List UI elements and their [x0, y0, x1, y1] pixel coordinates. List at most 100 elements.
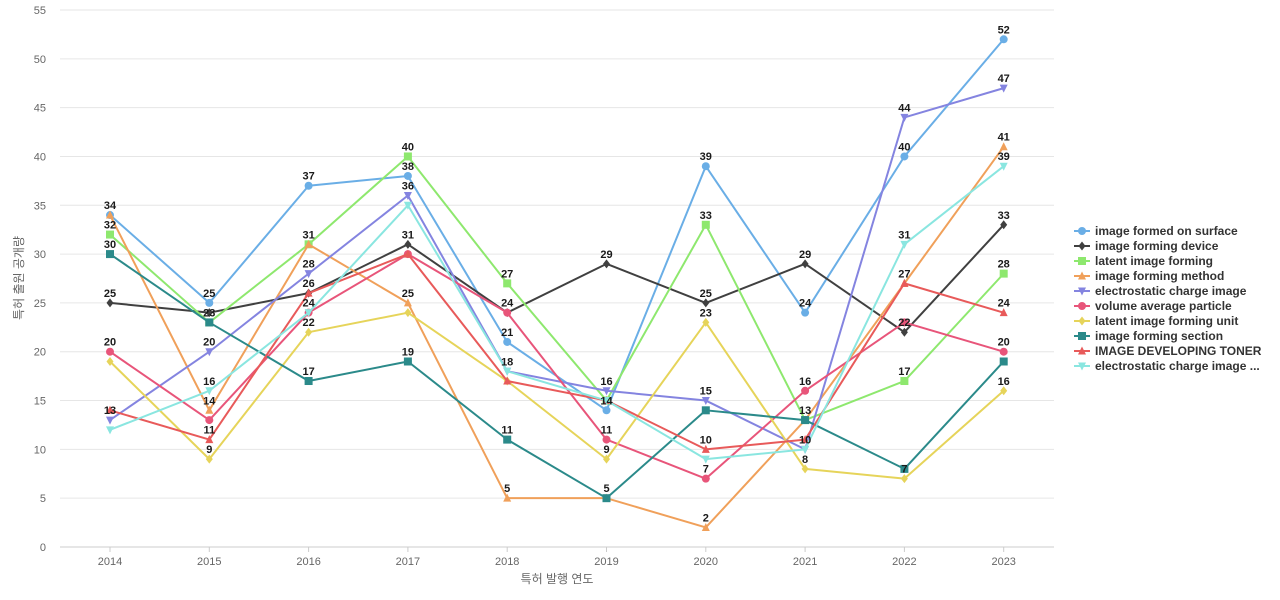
- series-line[interactable]: [109, 155, 1005, 422]
- data-point[interactable]: [701, 455, 710, 464]
- legend-item[interactable]: latent image forming unit: [1074, 314, 1238, 328]
- legend-item[interactable]: image forming section: [1074, 329, 1223, 343]
- data-point[interactable]: [603, 259, 610, 269]
- data-point[interactable]: [602, 435, 611, 444]
- data-point[interactable]: [999, 142, 1008, 151]
- data-point[interactable]: [900, 464, 909, 473]
- legend-item[interactable]: latent image forming: [1074, 254, 1213, 268]
- series-line[interactable]: [109, 165, 1005, 461]
- data-point[interactable]: [205, 298, 214, 307]
- data-point[interactable]: [503, 435, 512, 444]
- data-point[interactable]: [403, 357, 412, 366]
- data-point[interactable]: [900, 113, 909, 122]
- data-point[interactable]: [801, 435, 810, 444]
- data-point[interactable]: [205, 405, 214, 414]
- data-point[interactable]: [205, 416, 214, 425]
- data-point[interactable]: [602, 397, 611, 406]
- data-point[interactable]: [106, 405, 114, 414]
- data-point[interactable]: [304, 181, 313, 190]
- data-point[interactable]: [900, 278, 909, 287]
- data-point[interactable]: [900, 318, 909, 327]
- data-point[interactable]: [900, 240, 909, 249]
- data-point[interactable]: [900, 474, 908, 484]
- data-point[interactable]: [900, 327, 908, 337]
- data-point[interactable]: [602, 387, 611, 396]
- data-point[interactable]: [403, 201, 412, 210]
- data-point[interactable]: [106, 230, 114, 239]
- data-point[interactable]: [304, 288, 313, 297]
- legend-item[interactable]: IMAGE DEVELOPING TONER: [1074, 344, 1262, 358]
- data-point[interactable]: [701, 522, 710, 531]
- data-point[interactable]: [1000, 220, 1008, 230]
- data-point[interactable]: [304, 309, 313, 318]
- data-point[interactable]: [702, 317, 710, 327]
- data-point[interactable]: [999, 35, 1008, 44]
- legend-item[interactable]: image forming device: [1074, 239, 1219, 253]
- data-point[interactable]: [106, 347, 114, 356]
- data-point[interactable]: [701, 397, 710, 406]
- data-point[interactable]: [701, 474, 710, 483]
- data-point[interactable]: [503, 493, 512, 502]
- data-point[interactable]: [304, 239, 313, 248]
- data-point[interactable]: [404, 308, 412, 318]
- data-point[interactable]: [602, 494, 611, 503]
- data-point[interactable]: [503, 337, 512, 346]
- data-point[interactable]: [106, 210, 114, 219]
- data-point[interactable]: [999, 162, 1008, 171]
- data-point[interactable]: [801, 416, 810, 425]
- data-point[interactable]: [801, 308, 810, 317]
- data-point[interactable]: [602, 406, 611, 415]
- data-point[interactable]: [801, 386, 810, 395]
- data-point[interactable]: [999, 269, 1008, 278]
- data-point[interactable]: [305, 327, 313, 337]
- data-point[interactable]: [701, 406, 710, 415]
- data-point[interactable]: [702, 298, 710, 308]
- data-point[interactable]: [701, 162, 710, 171]
- data-point[interactable]: [403, 192, 412, 201]
- data-point[interactable]: [205, 435, 214, 444]
- data-point[interactable]: [106, 416, 114, 425]
- series-line[interactable]: [109, 253, 1004, 451]
- data-point[interactable]: [801, 464, 809, 474]
- data-point[interactable]: [106, 426, 114, 435]
- legend-item[interactable]: electrostatic charge image ...: [1074, 359, 1260, 373]
- data-point[interactable]: [205, 308, 213, 318]
- data-point[interactable]: [999, 308, 1008, 317]
- data-point[interactable]: [701, 220, 710, 229]
- data-point[interactable]: [999, 357, 1008, 366]
- data-point[interactable]: [403, 152, 412, 161]
- data-point[interactable]: [106, 298, 114, 308]
- data-point[interactable]: [603, 454, 610, 464]
- series-line[interactable]: [109, 224, 1005, 334]
- legend-item[interactable]: electrostatic charge image: [1074, 284, 1247, 298]
- data-point[interactable]: [999, 347, 1008, 356]
- series-line[interactable]: [109, 38, 1005, 412]
- series-line[interactable]: [109, 311, 1005, 480]
- data-point[interactable]: [999, 84, 1008, 93]
- data-point[interactable]: [403, 298, 412, 307]
- data-point[interactable]: [801, 445, 810, 454]
- data-point[interactable]: [503, 376, 512, 385]
- data-point[interactable]: [106, 356, 114, 366]
- series-line[interactable]: [109, 146, 1005, 529]
- data-point[interactable]: [503, 367, 512, 376]
- data-point[interactable]: [205, 348, 214, 357]
- data-point[interactable]: [403, 249, 412, 258]
- data-point[interactable]: [404, 239, 412, 249]
- data-point[interactable]: [900, 377, 909, 386]
- data-point[interactable]: [106, 250, 114, 259]
- data-point[interactable]: [1000, 386, 1008, 396]
- data-point[interactable]: [503, 279, 512, 288]
- data-point[interactable]: [503, 308, 512, 317]
- data-point[interactable]: [304, 270, 313, 279]
- legend-item[interactable]: volume average particle: [1074, 299, 1232, 313]
- legend-item[interactable]: image formed on surface: [1074, 224, 1238, 238]
- data-point[interactable]: [900, 152, 909, 161]
- legend-item[interactable]: image forming method: [1074, 269, 1224, 283]
- data-point[interactable]: [701, 444, 710, 453]
- series-line[interactable]: [109, 87, 1004, 451]
- data-point[interactable]: [205, 454, 213, 464]
- data-point[interactable]: [403, 171, 412, 180]
- data-point[interactable]: [801, 259, 809, 269]
- data-point[interactable]: [304, 377, 313, 386]
